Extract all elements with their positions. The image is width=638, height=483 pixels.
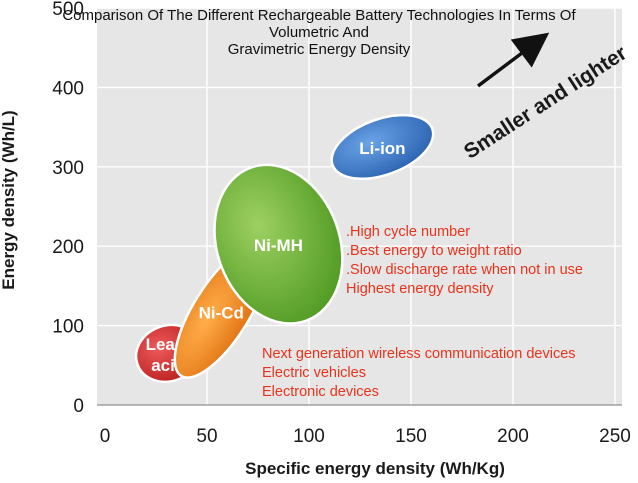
y-axis-label: Energy density (Wh/L) (0, 110, 18, 289)
region-shape-li-ion (330, 113, 435, 180)
title-line: Gravimetric Energy Density (227, 41, 411, 58)
note-line: Electric vehicles (262, 365, 366, 381)
note-line: .Best energy to weight ratio (346, 243, 522, 259)
region-li-ion: Li-ion (330, 113, 435, 180)
x-tick-label: 0 (100, 426, 111, 447)
li-ion-features-note: .High cycle number .Best energy to weigh… (346, 223, 583, 299)
title-line: Comparison Of The Different Rechargeable… (62, 7, 576, 24)
note-line: .Slow discharge rate when not in use (346, 262, 583, 278)
y-tick-label: 400 (52, 78, 84, 99)
y-tick-label: 300 (52, 158, 84, 179)
note-line: Highest energy density (346, 281, 494, 297)
x-tick-label: 250 (599, 426, 631, 447)
x-tick-label: 150 (395, 426, 427, 447)
note-line: Electronic devices (262, 384, 379, 400)
note-line: Next generation wireless communication d… (262, 346, 576, 362)
y-tick-label: 200 (52, 237, 84, 258)
region-label-li-ion: Li-ion (359, 139, 405, 158)
x-axis-label: Specific energy density (Wh/Kg) (245, 459, 505, 478)
applications-note: Next generation wireless communication d… (262, 345, 576, 402)
y-tick-label: 500 (52, 0, 84, 20)
trend-arrow (476, 32, 550, 88)
title-line: Volumetric And (268, 24, 370, 41)
axis-ticks: 0 100 200 300 400 500 0 50 100 150 200 250 (52, 0, 631, 447)
region-label-ni-cd: Ni-Cd (199, 304, 244, 323)
region-ni-mh: Ni-MH (213, 163, 344, 325)
x-tick-label: 200 (497, 426, 529, 447)
region-shape-ni-mh (213, 163, 344, 325)
y-tick-label: 0 (73, 396, 84, 417)
chart-title: Comparison Of The Different Rechargeable… (0, 7, 638, 58)
y-tick-label: 100 (52, 317, 84, 338)
x-tick-label: 50 (196, 426, 217, 447)
region-label-ni-mh: Ni-MH (254, 236, 303, 255)
note-line: .High cycle number (346, 224, 471, 240)
x-tick-label: 100 (293, 426, 325, 447)
